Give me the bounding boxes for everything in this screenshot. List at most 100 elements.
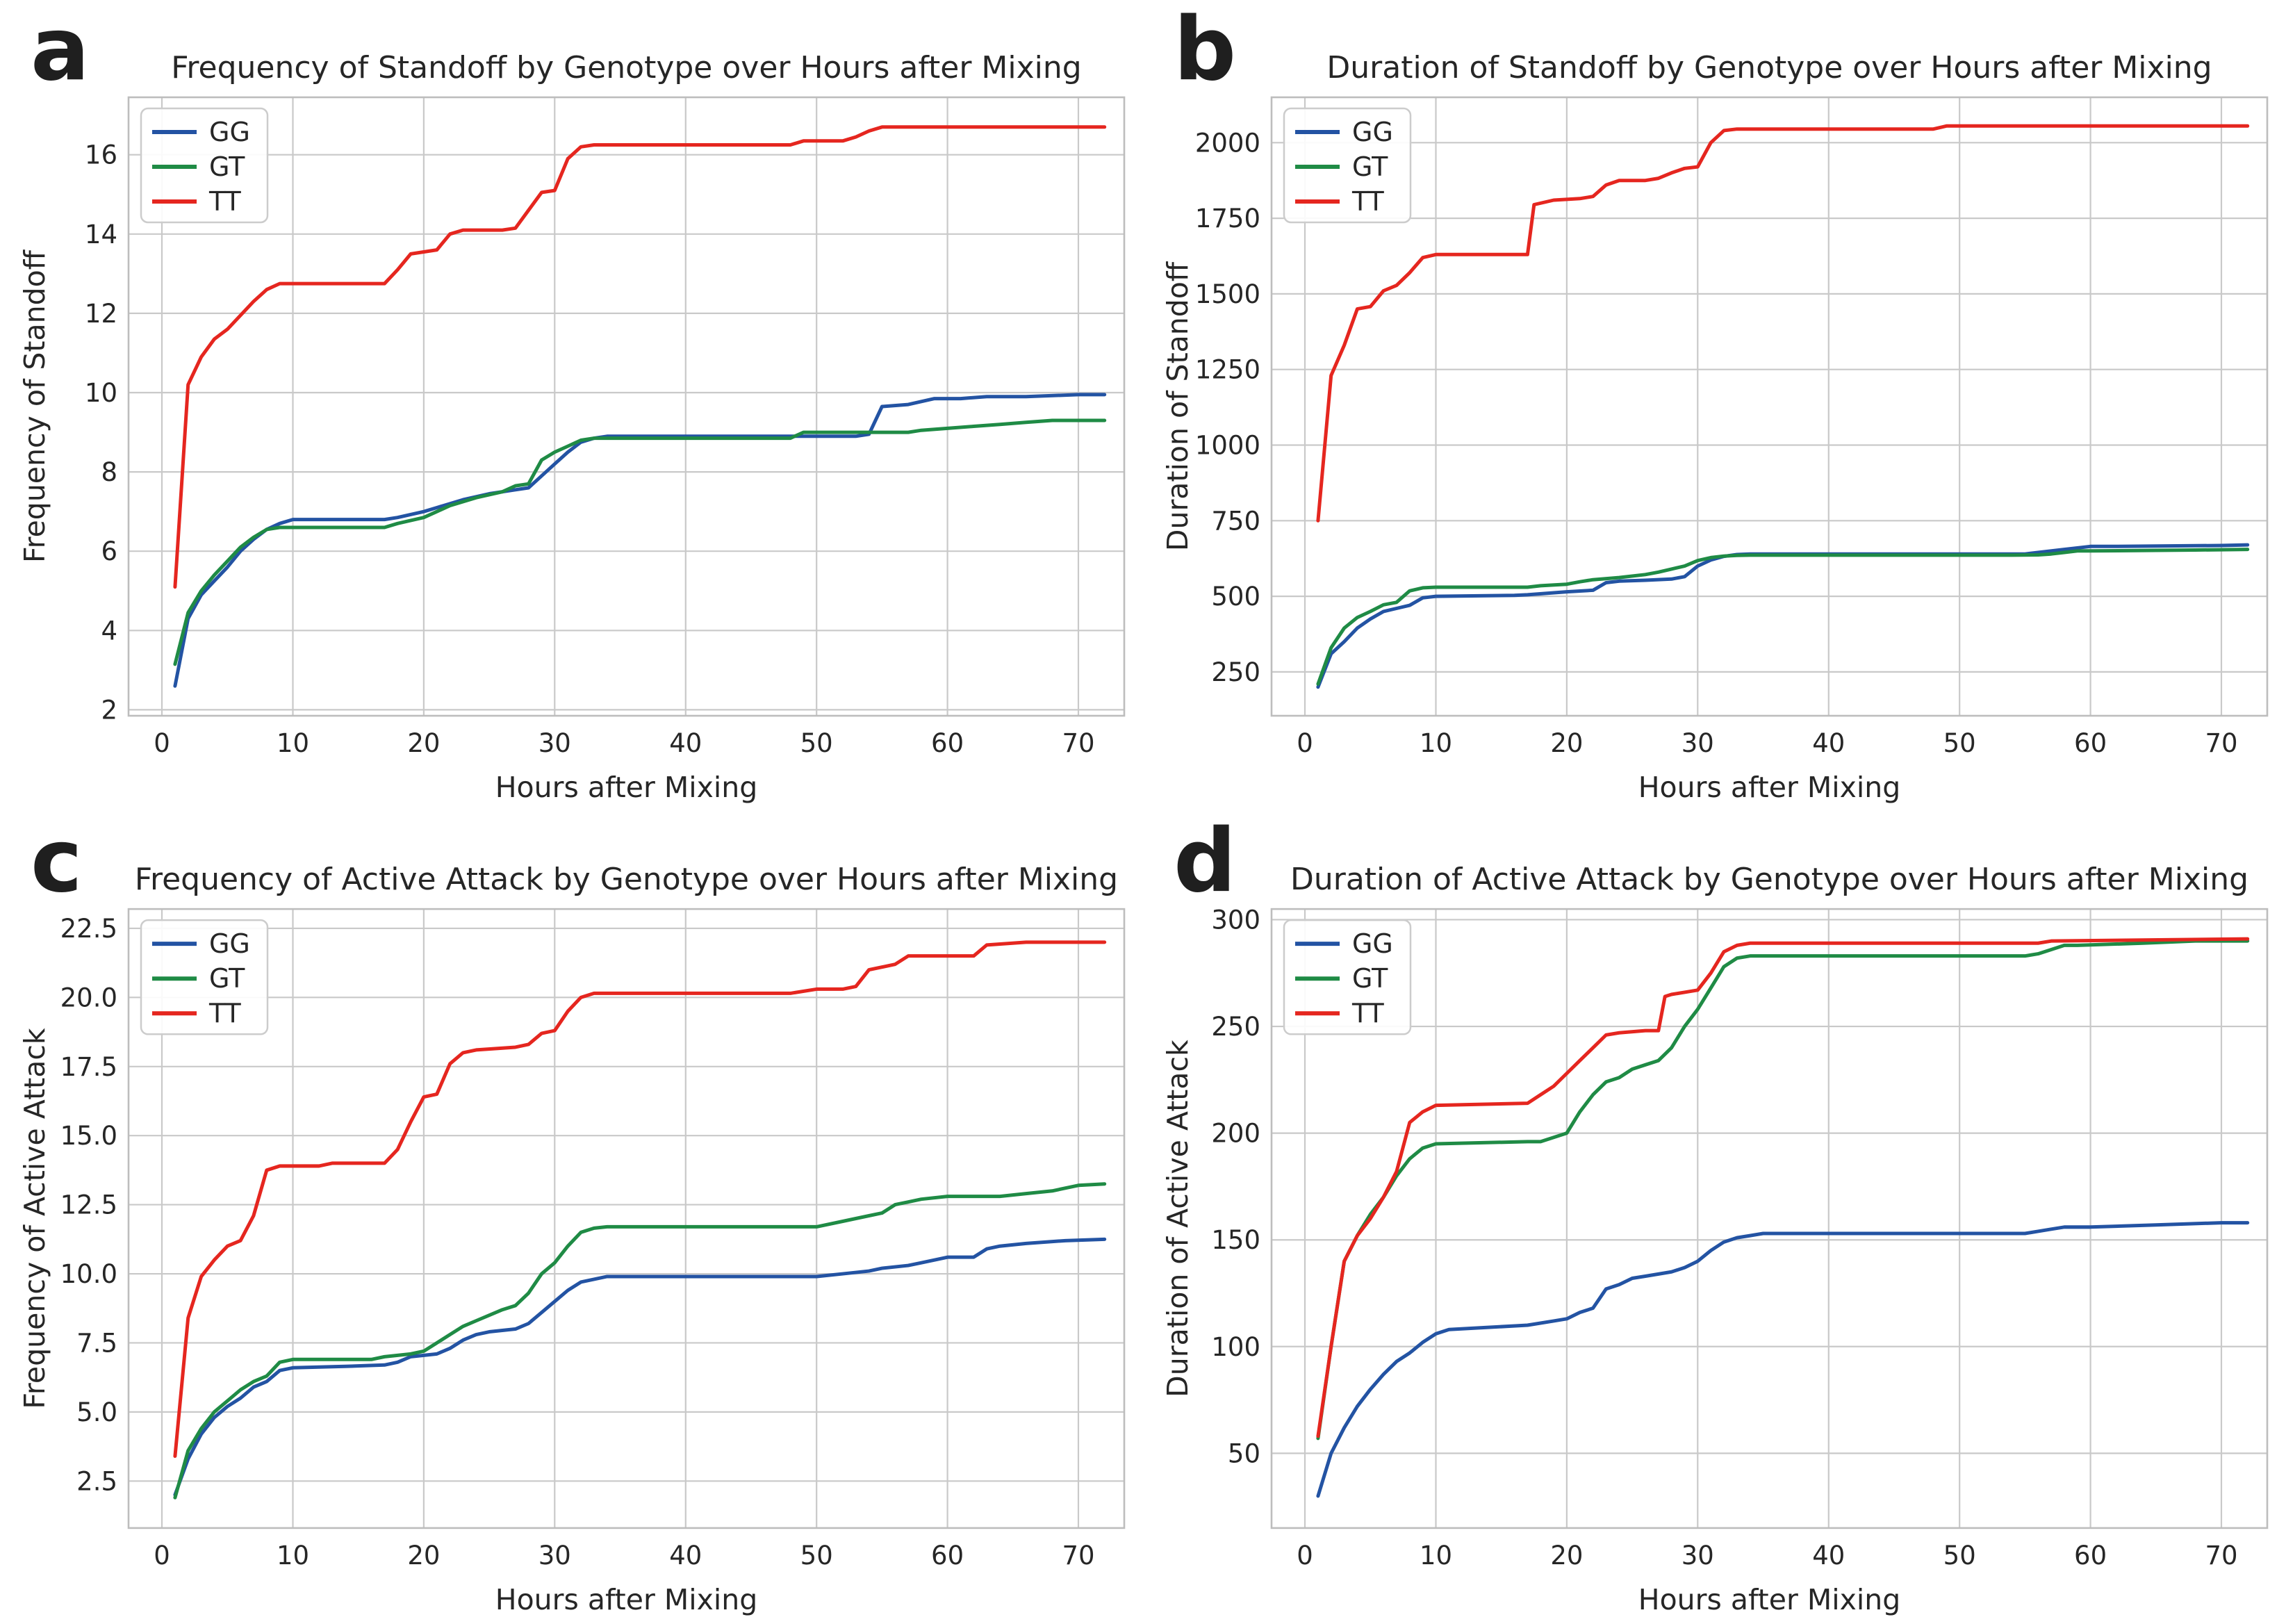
- x-axis-label: Hours after Mixing: [495, 771, 758, 804]
- series-GG-line: [1316, 1221, 2250, 1498]
- y-tick-label: 2000: [1195, 128, 1260, 158]
- legend: GG GT TT: [140, 919, 269, 1035]
- x-tick-label: 10: [1420, 728, 1452, 758]
- series-TT-line: [173, 940, 1107, 1458]
- x-tick-label: 50: [800, 728, 833, 758]
- series-GT-line: [173, 418, 1107, 666]
- x-tick-label: 60: [2074, 1541, 2107, 1570]
- x-tick-label: 50: [800, 1541, 833, 1570]
- y-tick-label: 750: [1211, 506, 1260, 536]
- panel-d: Duration of Active Attack by Genotype ov…: [1143, 812, 2286, 1624]
- panel-letter: d: [1174, 812, 1237, 912]
- legend-label-GT: GT: [1352, 963, 1388, 994]
- y-axis-label: Duration of Standoff: [1161, 261, 1194, 551]
- x-tick-label: 30: [1681, 728, 1714, 758]
- x-tick-label: 40: [1812, 728, 1845, 758]
- x-tick-label: 0: [154, 1541, 170, 1570]
- series-GT-line: [1316, 548, 2250, 686]
- y-tick-label: 5.0: [76, 1397, 117, 1427]
- x-tick-label: 40: [669, 728, 702, 758]
- legend-label-GG: GG: [209, 928, 250, 959]
- x-tick-label: 10: [277, 1541, 309, 1570]
- chart-title: Frequency of Standoff by Genotype over H…: [171, 50, 1081, 85]
- plot-border: [127, 96, 1126, 717]
- legend-label-TT: TT: [1351, 186, 1385, 217]
- panel-b: Duration of Standoff by Genotype over Ho…: [1143, 0, 2286, 812]
- series-TT-line: [1316, 937, 2250, 1438]
- panel-c-chart: Frequency of Active Attack by Genotype o…: [0, 812, 1143, 1624]
- y-tick-label: 1750: [1195, 204, 1260, 233]
- y-tick-label: 10: [85, 378, 117, 408]
- y-tick-label: 500: [1211, 582, 1260, 612]
- panel-a-chart: Frequency of Standoff by Genotype over H…: [0, 0, 1143, 812]
- y-tick-label: 2: [101, 695, 117, 725]
- legend-box: [140, 107, 269, 224]
- y-tick-label: 22.5: [60, 914, 117, 944]
- legend-label-GT: GT: [209, 151, 245, 182]
- panel-letter: b: [1174, 0, 1237, 100]
- legend-label-GG: GG: [1352, 928, 1393, 959]
- legend: GG GT TT: [1283, 107, 1412, 224]
- series-GG-line: [173, 1237, 1107, 1497]
- legend: GG GT TT: [140, 107, 269, 224]
- y-tick-label: 16: [85, 140, 117, 170]
- series-TT-line: [173, 125, 1107, 589]
- x-tick-label: 0: [1297, 1541, 1313, 1570]
- y-tick-label: 8: [101, 457, 117, 487]
- panel-letter: a: [31, 0, 90, 100]
- legend-label-TT: TT: [1351, 998, 1385, 1028]
- legend-label-TT: TT: [208, 998, 242, 1028]
- x-axis-label: Hours after Mixing: [495, 1583, 757, 1616]
- x-tick-label: 40: [669, 1541, 702, 1570]
- x-tick-label: 70: [2205, 728, 2237, 758]
- y-axis-label: Frequency of Standoff: [18, 249, 51, 563]
- line-chart: Duration of Standoff by Genotype over Ho…: [1143, 0, 2286, 812]
- y-axis-label: Duration of Active Attack: [1161, 1040, 1194, 1397]
- y-tick-label: 14: [85, 220, 117, 249]
- y-tick-label: 10.0: [60, 1259, 117, 1289]
- x-axis-label: Hours after Mixing: [1638, 1583, 1900, 1616]
- y-tick-label: 17.5: [60, 1052, 117, 1082]
- y-tick-label: 7.5: [76, 1328, 117, 1358]
- y-tick-label: 1500: [1195, 279, 1260, 309]
- x-tick-label: 0: [154, 728, 170, 758]
- chart-title: Duration of Standoff by Genotype over Ho…: [1326, 50, 2212, 85]
- x-tick-label: 20: [1550, 728, 1583, 758]
- series-TT-line: [1316, 124, 2250, 523]
- y-tick-label: 20.0: [60, 983, 117, 1012]
- y-tick-label: 200: [1211, 1119, 1260, 1149]
- series-GG-line: [173, 393, 1107, 688]
- x-tick-label: 30: [538, 1541, 571, 1570]
- panel-letter: c: [31, 812, 83, 912]
- y-tick-label: 250: [1211, 1012, 1260, 1042]
- panel-d-chart: Duration of Active Attack by Genotype ov…: [1143, 812, 2286, 1624]
- legend-box: [1283, 107, 1412, 224]
- x-tick-label: 20: [407, 1541, 440, 1570]
- y-tick-label: 2.5: [76, 1466, 117, 1496]
- chart-title: Frequency of Active Attack by Genotype o…: [135, 862, 1118, 897]
- legend-label-TT: TT: [208, 186, 242, 217]
- legend-box: [140, 919, 269, 1035]
- y-tick-label: 150: [1211, 1225, 1260, 1255]
- x-tick-label: 60: [931, 1541, 964, 1570]
- panel-a: Frequency of Standoff by Genotype over H…: [0, 0, 1143, 812]
- y-axis-label: Frequency of Active Attack: [18, 1028, 51, 1409]
- plot-border: [1270, 96, 2269, 717]
- x-tick-label: 10: [1420, 1541, 1452, 1570]
- y-tick-label: 12.5: [60, 1190, 117, 1220]
- y-tick-label: 6: [101, 536, 117, 566]
- legend-label-GT: GT: [1352, 151, 1388, 182]
- plot-border: [1270, 908, 2269, 1529]
- x-tick-label: 70: [1062, 728, 1094, 758]
- legend-box: [1283, 919, 1412, 1035]
- y-tick-label: 100: [1211, 1332, 1260, 1362]
- legend-label-GT: GT: [209, 963, 245, 994]
- x-axis-label: Hours after Mixing: [1638, 771, 1901, 804]
- plot-border: [127, 908, 1126, 1529]
- panel-c: Frequency of Active Attack by Genotype o…: [0, 812, 1143, 1624]
- y-tick-label: 1000: [1195, 431, 1260, 461]
- line-chart: Frequency of Active Attack by Genotype o…: [0, 812, 1143, 1624]
- x-tick-label: 30: [538, 728, 571, 758]
- line-chart: Frequency of Standoff by Genotype over H…: [0, 0, 1143, 812]
